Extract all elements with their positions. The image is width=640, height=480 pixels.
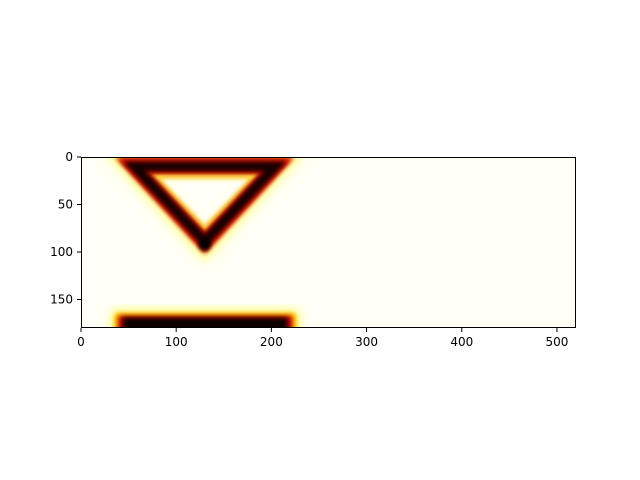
x-axis: 0 100 200 300 400 500 xyxy=(77,328,568,349)
bar-dark-core xyxy=(123,317,288,328)
triangle-core-line-2 xyxy=(124,162,286,248)
x-tick-label: 300 xyxy=(355,335,378,349)
y-tick-label: 0 xyxy=(65,150,73,164)
y-tick-label: 50 xyxy=(58,198,73,212)
plot-frame xyxy=(81,157,576,328)
y-tick-label: 100 xyxy=(50,245,73,259)
triangle-inner-glow xyxy=(146,173,264,234)
x-tick-label: 0 xyxy=(77,335,85,349)
y-tick-label: 150 xyxy=(50,293,73,307)
x-tick-label: 100 xyxy=(165,335,188,349)
y-axis: 0 50 100 150 xyxy=(50,150,81,307)
x-tick-label: 400 xyxy=(450,335,473,349)
heatmap-marks xyxy=(108,157,302,328)
x-tick-label: 200 xyxy=(260,335,283,349)
x-tick-label: 500 xyxy=(546,335,569,349)
triangle-apex-core xyxy=(198,238,211,251)
shape-bottom-bar xyxy=(111,309,300,328)
shape-inverted-triangle-band xyxy=(108,157,302,262)
